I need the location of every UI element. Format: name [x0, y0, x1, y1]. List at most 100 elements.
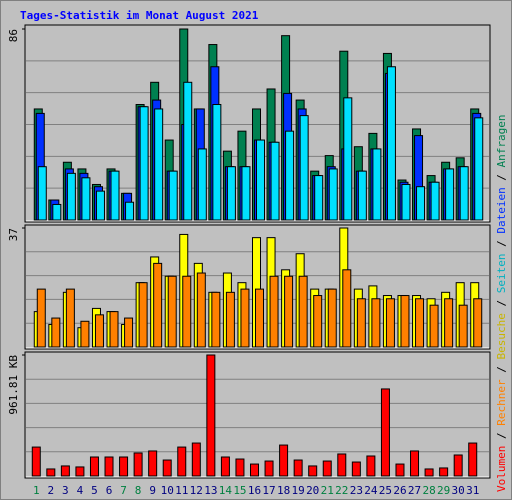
bar	[424, 468, 434, 477]
legend-entry: Volumen	[495, 446, 508, 492]
bar	[139, 106, 149, 221]
bar	[372, 148, 382, 221]
bar	[380, 388, 390, 477]
bar	[371, 298, 381, 348]
bar	[385, 298, 395, 348]
bar	[468, 442, 478, 477]
bar	[65, 288, 75, 348]
bar	[308, 465, 318, 477]
x-tick-label: 11	[175, 484, 188, 497]
bar	[183, 81, 193, 221]
x-tick-label: 25	[379, 484, 392, 497]
bar	[342, 269, 352, 348]
bar	[313, 295, 323, 348]
x-tick-label: 14	[219, 484, 233, 497]
bar	[256, 139, 265, 221]
bar	[168, 170, 178, 221]
bar	[75, 466, 85, 477]
bar	[356, 298, 366, 348]
bar	[416, 186, 426, 221]
bar	[110, 170, 120, 221]
x-tick-label: 6	[106, 484, 113, 497]
bar	[220, 456, 230, 477]
bar	[445, 168, 455, 221]
bar	[458, 304, 468, 348]
bar	[366, 455, 376, 477]
x-tick-label: 19	[292, 484, 305, 497]
bar	[284, 275, 294, 348]
legend-entry: Seiten	[495, 254, 508, 294]
bar	[250, 463, 259, 477]
x-tick-label: 7	[120, 484, 127, 497]
bar	[212, 104, 222, 221]
bar	[314, 175, 324, 221]
bar	[270, 141, 280, 221]
legend-entry: Rechner	[495, 379, 508, 426]
x-tick-label: 12	[190, 484, 203, 497]
bar	[80, 320, 90, 348]
y-tick-label: 86	[7, 29, 20, 42]
bar	[279, 444, 289, 477]
bar	[337, 453, 347, 477]
bar	[89, 456, 99, 477]
bar	[269, 275, 279, 348]
bar	[264, 460, 274, 477]
bar	[444, 298, 454, 348]
y-tick-label: 961.81 KB	[7, 355, 20, 415]
bar	[343, 97, 353, 221]
bar	[299, 115, 309, 221]
x-tick-label: 31	[466, 484, 479, 497]
bar	[240, 288, 250, 348]
bar	[197, 148, 207, 221]
bar	[327, 288, 337, 348]
x-tick-label: 28	[422, 484, 435, 497]
bar	[182, 275, 192, 348]
bar	[153, 262, 163, 348]
bar	[52, 203, 62, 221]
bar	[430, 181, 440, 221]
bar	[211, 291, 221, 348]
bar	[36, 288, 46, 348]
bar	[328, 168, 338, 221]
bar	[386, 66, 396, 221]
bar	[196, 272, 206, 348]
bar	[104, 456, 114, 477]
bar	[66, 172, 76, 221]
bar	[81, 177, 91, 221]
bar	[453, 454, 463, 477]
bar	[154, 108, 164, 221]
legend-entry: Besuche	[495, 313, 508, 359]
bar	[31, 446, 41, 477]
y-tick-label: 37	[7, 228, 20, 241]
legend-separator: /	[495, 360, 508, 380]
bar	[439, 467, 449, 477]
bar	[285, 130, 295, 221]
x-tick-label: 5	[91, 484, 98, 497]
bar	[474, 117, 484, 221]
bar	[60, 465, 70, 477]
bar	[235, 458, 245, 477]
x-tick-label: 27	[408, 484, 421, 497]
x-tick-label: 20	[306, 484, 319, 497]
bar	[429, 304, 439, 348]
x-tick-label: 29	[437, 484, 450, 497]
legend-entry: Anfragen	[495, 114, 508, 167]
x-tick-label: 2	[48, 484, 55, 497]
bar	[357, 170, 367, 221]
x-tick-label: 18	[277, 484, 290, 497]
bar	[109, 311, 119, 348]
bar	[138, 282, 148, 348]
legend-separator: /	[495, 293, 508, 313]
bar	[119, 456, 129, 477]
x-tick-label: 1	[33, 484, 40, 497]
bar	[415, 298, 425, 348]
bar	[400, 295, 410, 348]
bar	[459, 166, 469, 221]
bar	[133, 452, 143, 477]
bar	[351, 461, 361, 477]
x-tick-label: 16	[248, 484, 261, 497]
bar	[124, 317, 134, 348]
legend: Volumen / Rechner / Besuche / Seiten / D…	[495, 114, 508, 492]
